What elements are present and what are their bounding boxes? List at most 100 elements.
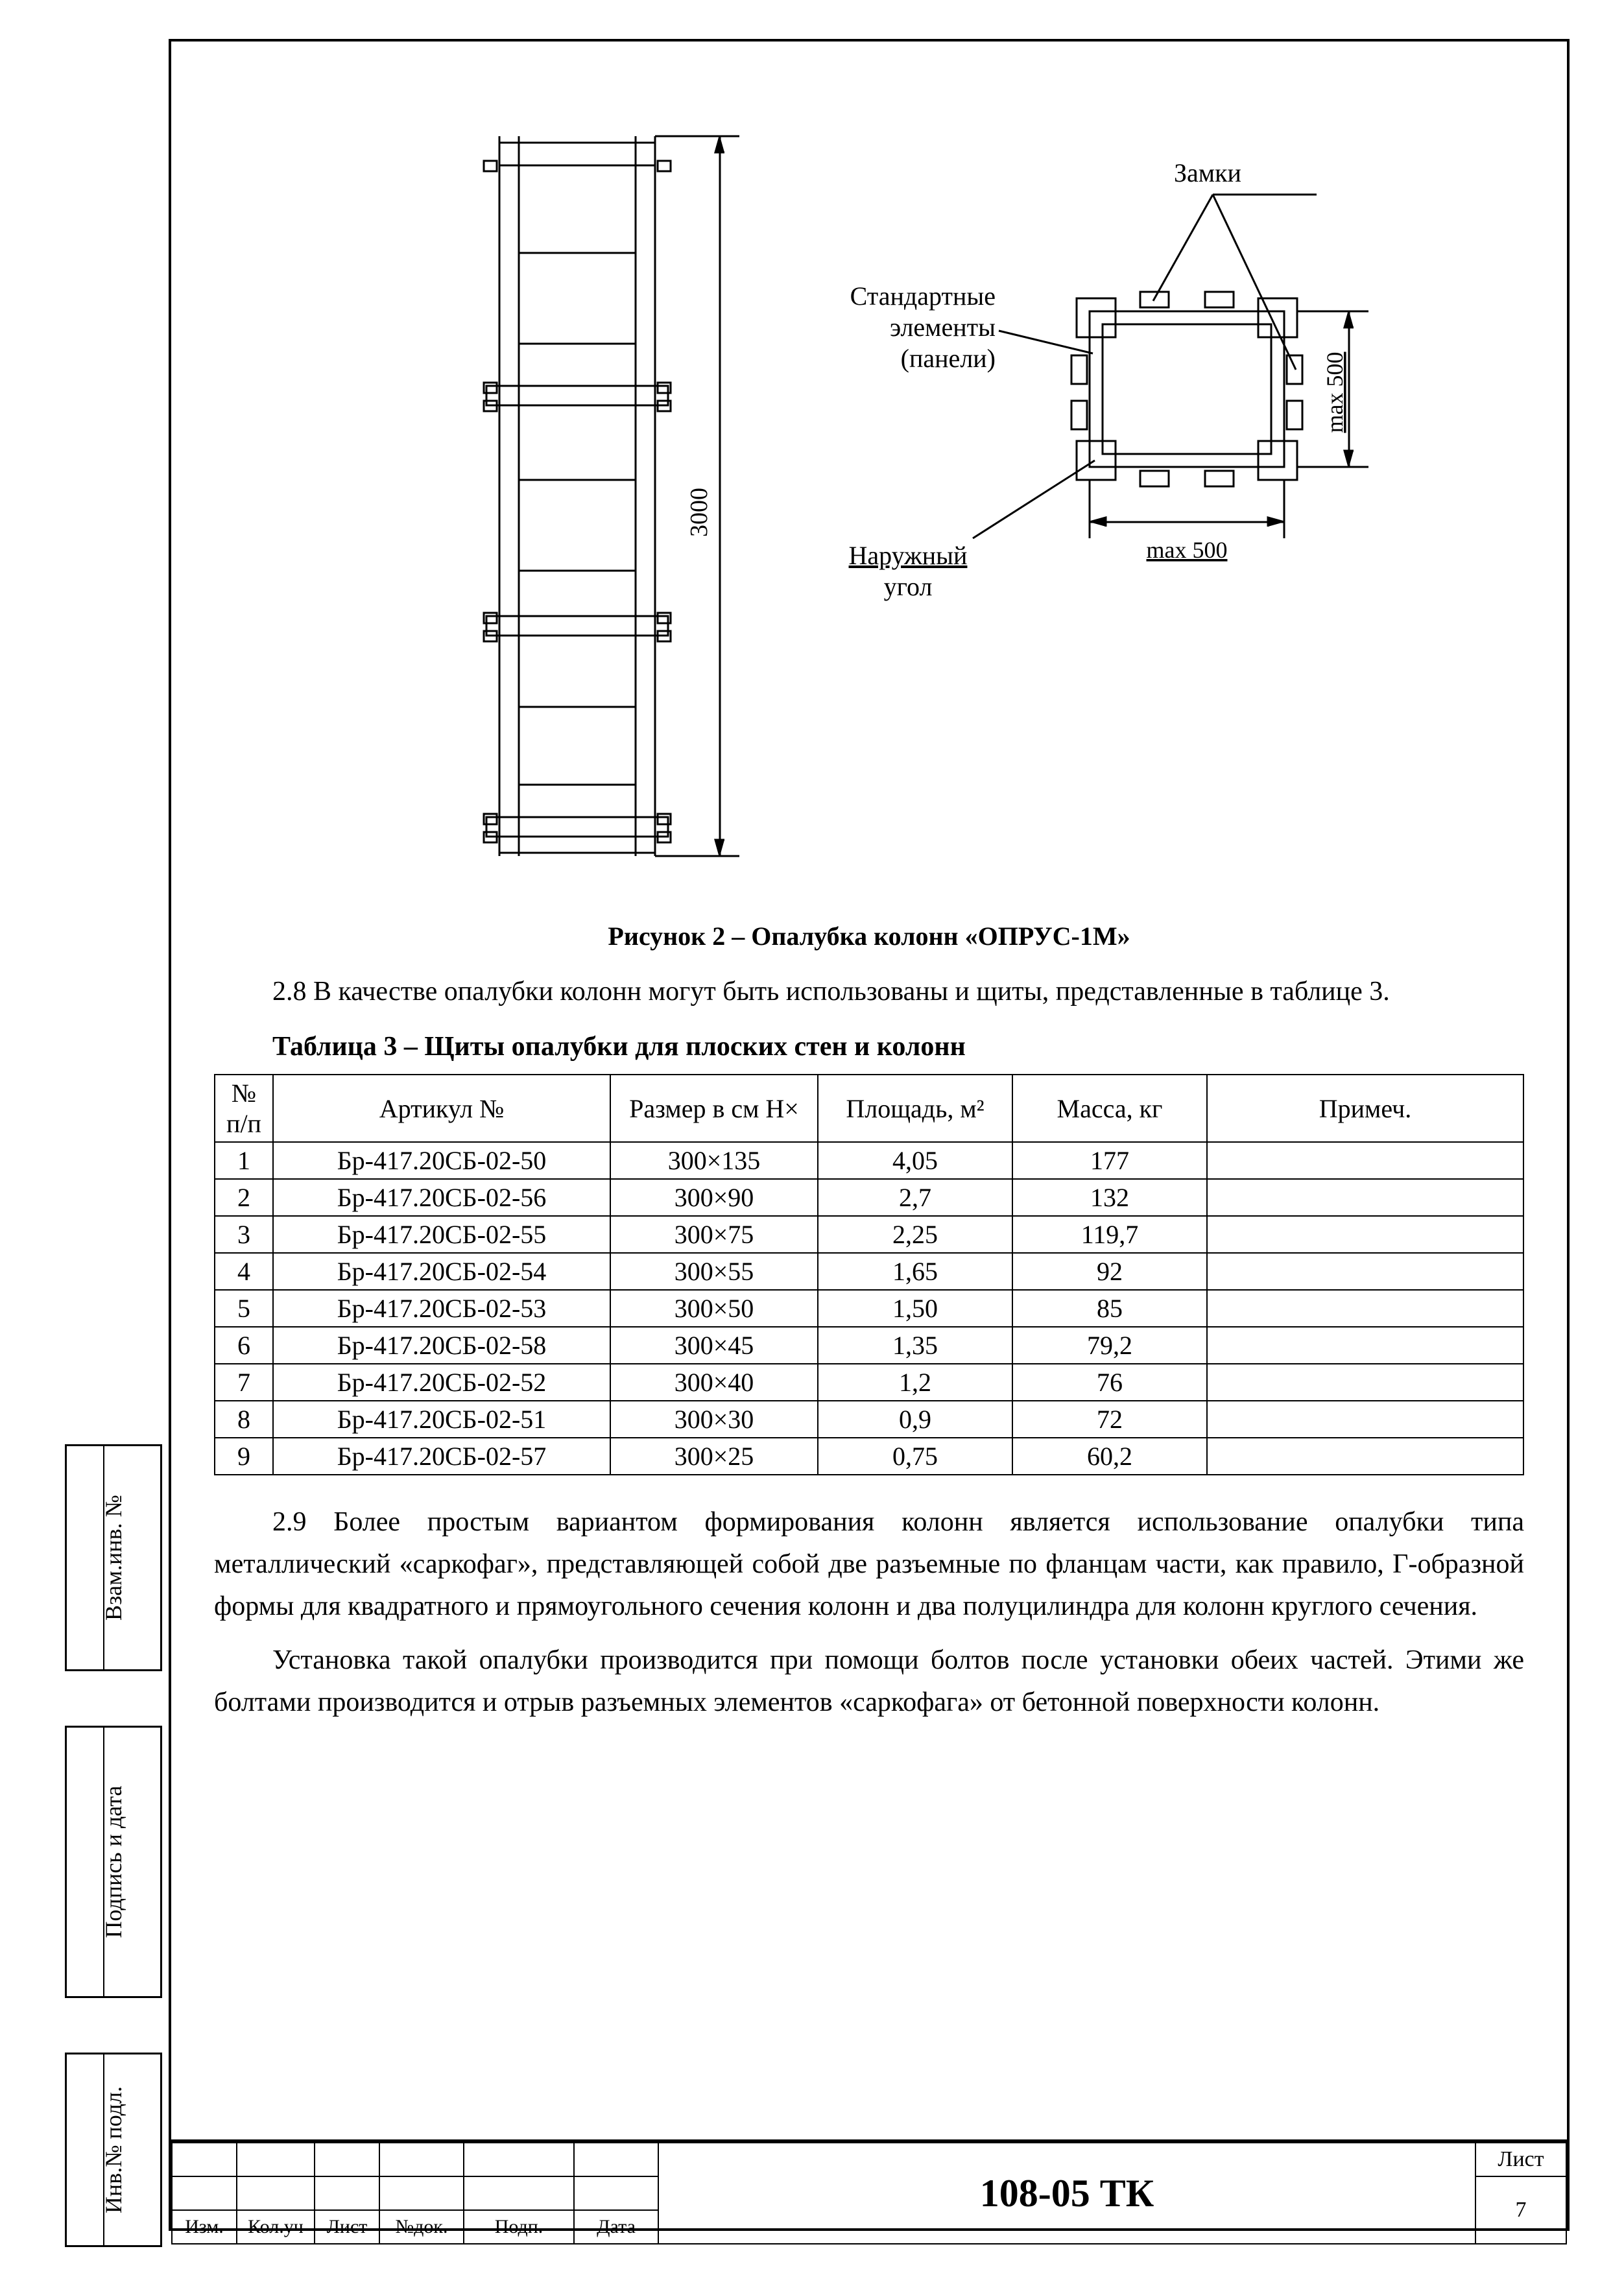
cell-art: Бр-417.20СБ-02-52 [273, 1364, 610, 1401]
side-inv-label: Инв.№ подл. [100, 2086, 127, 2213]
dim-max-500-v: max 500 [1322, 352, 1348, 433]
side-vzam: Взам.инв. № [65, 1444, 162, 1671]
label-locks: Замки [1174, 158, 1241, 187]
label-corner-1: Наружный [849, 541, 968, 570]
cell-art: Бр-417.20СБ-02-50 [273, 1142, 610, 1179]
cell-art: Бр-417.20СБ-02-54 [273, 1253, 610, 1290]
title-block: 108-05 ТК Лист 7 Изм. Кол.уч Лист №док. … [171, 2139, 1567, 2244]
paragraph-2-9a: 2.9 Более простым вариантом формирования… [214, 1501, 1524, 1628]
side-podpis: Подпись и дата [65, 1726, 162, 1998]
table-row: 5Бр-417.20СБ-02-53300×501,5085 [215, 1290, 1523, 1327]
th-id: № п/п [215, 1075, 273, 1142]
doc-code: 108-05 ТК [658, 2143, 1475, 2244]
table-header-row: № п/п Артикул № Размер в см Н× Площадь, … [215, 1075, 1523, 1142]
th-mass: Масса, кг [1012, 1075, 1207, 1142]
table3: № п/п Артикул № Размер в см Н× Площадь, … [214, 1074, 1524, 1475]
cell-size: 300×135 [610, 1142, 818, 1179]
cell-area: 4,05 [818, 1142, 1012, 1179]
cell-size: 300×75 [610, 1216, 818, 1253]
cell-mass: 76 [1012, 1364, 1207, 1401]
cell-note [1207, 1142, 1523, 1179]
paragraph-2-8: 2.8 В качестве опалубки колонн могут быт… [214, 971, 1524, 1013]
figure-2: 3000 Замки Стандартные элементы (панели)… [201, 97, 1537, 914]
cell-note [1207, 1438, 1523, 1475]
cell-note [1207, 1401, 1523, 1438]
table-row: 8Бр-417.20СБ-02-51300×300,972 [215, 1401, 1523, 1438]
cell-art: Бр-417.20СБ-02-53 [273, 1290, 610, 1327]
cell-mass: 79,2 [1012, 1327, 1207, 1364]
cell-id: 5 [215, 1290, 273, 1327]
cell-id: 1 [215, 1142, 273, 1179]
side-vzam-label: Взам.инв. № [100, 1495, 127, 1621]
cell-id: 9 [215, 1438, 273, 1475]
cell-area: 1,50 [818, 1290, 1012, 1327]
cell-id: 8 [215, 1401, 273, 1438]
cell-id: 3 [215, 1216, 273, 1253]
th-size: Размер в см Н× [610, 1075, 818, 1142]
cell-id: 6 [215, 1327, 273, 1364]
content: 3000 Замки Стандартные элементы (панели)… [201, 97, 1537, 1736]
cell-mass: 132 [1012, 1179, 1207, 1216]
cell-art: Бр-417.20СБ-02-57 [273, 1438, 610, 1475]
cell-id: 7 [215, 1364, 273, 1401]
cell-art: Бр-417.20СБ-02-55 [273, 1216, 610, 1253]
cell-mass: 177 [1012, 1142, 1207, 1179]
label-panels-2: элементы [890, 313, 996, 342]
cell-mass: 85 [1012, 1290, 1207, 1327]
page-number: 7 [1475, 2176, 1566, 2244]
list-label: Лист [1475, 2143, 1566, 2176]
table-row: 2Бр-417.20СБ-02-56300×902,7132 [215, 1179, 1523, 1216]
cell-area: 2,7 [818, 1179, 1012, 1216]
cell-art: Бр-417.20СБ-02-58 [273, 1327, 610, 1364]
cell-size: 300×40 [610, 1364, 818, 1401]
cell-size: 300×25 [610, 1438, 818, 1475]
cell-id: 2 [215, 1179, 273, 1216]
paragraph-2-9b: Установка такой опалубки производится пр… [214, 1639, 1524, 1724]
tb-col-4: Подп. [464, 2210, 574, 2244]
label-corner-2: угол [884, 572, 933, 601]
table-row: 6Бр-417.20СБ-02-58300×451,3579,2 [215, 1327, 1523, 1364]
cell-mass: 72 [1012, 1401, 1207, 1438]
label-panels-1: Стандартные [850, 281, 996, 311]
table-row: 4Бр-417.20СБ-02-54300×551,6592 [215, 1253, 1523, 1290]
cell-area: 2,25 [818, 1216, 1012, 1253]
cell-mass: 60,2 [1012, 1438, 1207, 1475]
table-row: 9Бр-417.20СБ-02-57300×250,7560,2 [215, 1438, 1523, 1475]
figure-caption: Рисунок 2 – Опалубка колонн «ОПРУС-1М» [201, 921, 1537, 951]
th-area: Площадь, м² [818, 1075, 1012, 1142]
table3-title: Таблица 3 – Щиты опалубки для плоских ст… [272, 1031, 1537, 1062]
page: 3000 Замки Стандартные элементы (панели)… [0, 0, 1624, 2286]
cell-size: 300×45 [610, 1327, 818, 1364]
cell-size: 300×90 [610, 1179, 818, 1216]
cell-art: Бр-417.20СБ-02-56 [273, 1179, 610, 1216]
figure-2-svg: 3000 Замки Стандартные элементы (панели)… [201, 97, 1537, 914]
dim-max-500-h: max 500 [1147, 537, 1228, 563]
cell-mass: 92 [1012, 1253, 1207, 1290]
cell-note [1207, 1290, 1523, 1327]
cell-note [1207, 1179, 1523, 1216]
cell-size: 300×30 [610, 1401, 818, 1438]
label-panels-3: (панели) [901, 344, 996, 373]
cell-note [1207, 1216, 1523, 1253]
cell-mass: 119,7 [1012, 1216, 1207, 1253]
cell-note [1207, 1364, 1523, 1401]
table-row: 1Бр-417.20СБ-02-50300×1354,05177 [215, 1142, 1523, 1179]
cell-art: Бр-417.20СБ-02-51 [273, 1401, 610, 1438]
cell-area: 0,9 [818, 1401, 1012, 1438]
side-podpis-label: Подпись и дата [100, 1786, 127, 1938]
cell-area: 1,35 [818, 1327, 1012, 1364]
tb-col-2: Лист [315, 2210, 379, 2244]
cell-id: 4 [215, 1253, 273, 1290]
table-row: 7Бр-417.20СБ-02-52300×401,276 [215, 1364, 1523, 1401]
cell-area: 1,65 [818, 1253, 1012, 1290]
cell-area: 0,75 [818, 1438, 1012, 1475]
dim-3000: 3000 [686, 488, 713, 537]
tb-col-0: Изм. [172, 2210, 237, 2244]
side-strip: Взам.инв. № Подпись и дата Инв.№ подл. [65, 1390, 162, 2247]
tb-col-5: Дата [574, 2210, 658, 2244]
side-inv: Инв.№ подл. [65, 2053, 162, 2247]
tb-col-3: №док. [379, 2210, 464, 2244]
table-row: 3Бр-417.20СБ-02-55300×752,25119,7 [215, 1216, 1523, 1253]
th-art: Артикул № [273, 1075, 610, 1142]
tb-col-1: Кол.уч [237, 2210, 315, 2244]
